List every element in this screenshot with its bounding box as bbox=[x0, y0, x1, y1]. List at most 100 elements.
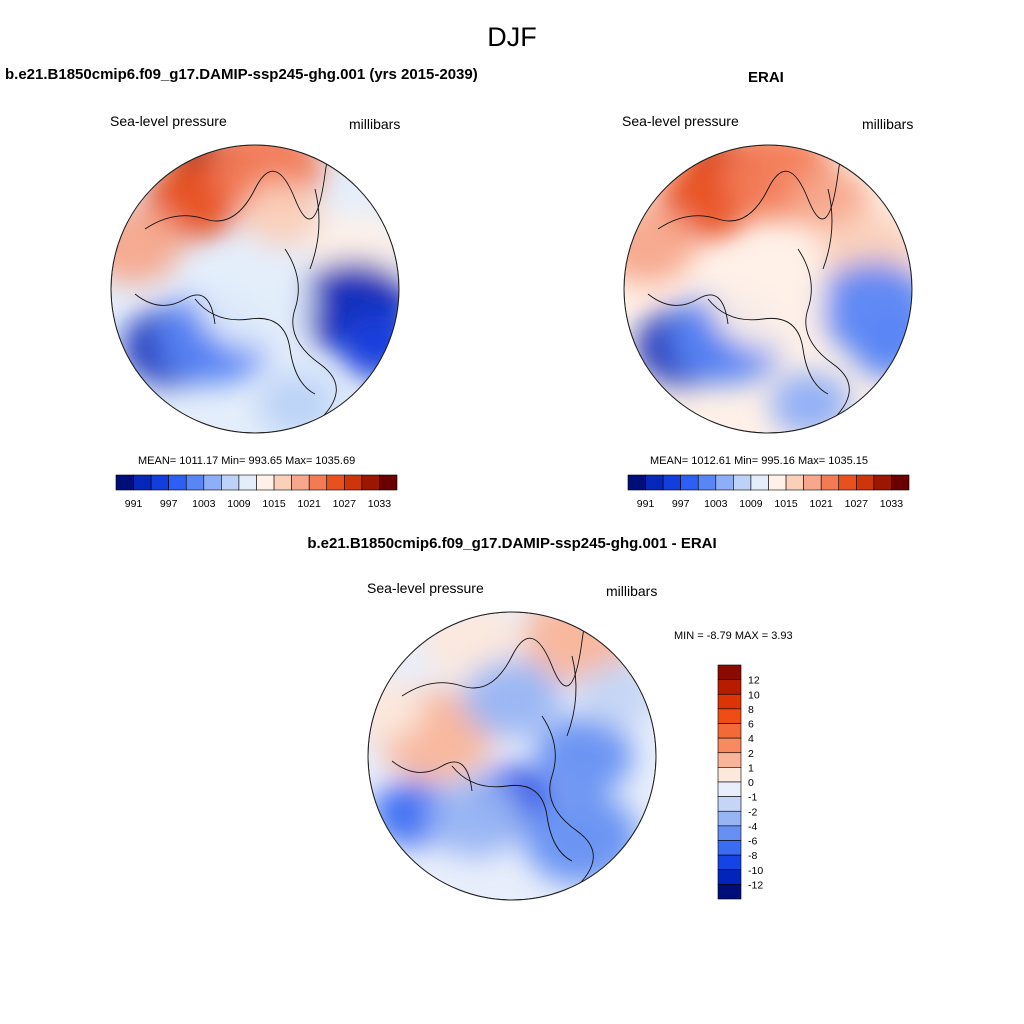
coastline bbox=[391, 612, 618, 892]
colorbar-tick-label: 8 bbox=[748, 704, 754, 716]
colorbar-tick-label: -10 bbox=[748, 865, 763, 877]
colorbar-tick-label: 1003 bbox=[192, 498, 216, 510]
panel2-polar-map bbox=[624, 145, 912, 433]
colorbar-tick-label: 1027 bbox=[333, 498, 357, 510]
colorbar-swatch bbox=[715, 474, 734, 491]
field-blob bbox=[111, 205, 183, 284]
colorbar-swatch bbox=[717, 693, 742, 710]
colorbar-swatch bbox=[168, 474, 187, 491]
colorbar-tick-label: 991 bbox=[125, 498, 143, 510]
colorbar-tick-label: -6 bbox=[748, 836, 757, 848]
panel2-units-label: millibars bbox=[862, 116, 914, 132]
colorbar-swatch bbox=[717, 796, 742, 812]
panel1-map-border bbox=[110, 144, 400, 434]
field-blob bbox=[368, 676, 424, 742]
colorbar-swatch bbox=[238, 474, 257, 491]
field-blob bbox=[624, 205, 696, 284]
colorbar-swatch bbox=[717, 664, 742, 680]
field-blob bbox=[427, 779, 525, 858]
panel1-polar-map bbox=[111, 145, 399, 433]
panel3-map-border bbox=[367, 611, 657, 901]
panel2-stats: MEAN= 1012.61 Min= 995.16 Max= 1035.15 bbox=[650, 455, 869, 467]
panel2-variable-label: Sea-level pressure bbox=[622, 113, 739, 129]
panel3-units-label: millibars bbox=[606, 583, 658, 599]
field-blob bbox=[463, 659, 561, 738]
colorbar-swatch bbox=[820, 474, 840, 491]
colorbar-tick-label: 6 bbox=[748, 719, 754, 731]
colorbar-swatch bbox=[221, 474, 240, 491]
colorbar-tick-label: -12 bbox=[748, 879, 763, 891]
figure-title: DJF bbox=[487, 22, 537, 52]
panel3-variable-label: Sea-level pressure bbox=[367, 580, 484, 596]
colorbar-tick-label: -4 bbox=[748, 821, 757, 833]
panel1-title: b.e21.B1850cmip6.f09_g17.DAMIP-ssp245-gh… bbox=[5, 66, 478, 83]
colorbar-swatch bbox=[379, 474, 398, 491]
colorbar-swatch bbox=[803, 474, 822, 491]
colorbar-swatch bbox=[733, 474, 752, 491]
colorbar-swatch bbox=[717, 781, 742, 797]
field-contours bbox=[624, 145, 912, 433]
colorbar-swatch bbox=[717, 869, 742, 885]
field-blob bbox=[338, 314, 399, 380]
colorbar-swatch bbox=[717, 810, 742, 827]
colorbar-swatch bbox=[645, 474, 664, 491]
colorbar-tick-label: -1 bbox=[748, 792, 757, 804]
colorbar-swatch bbox=[717, 737, 742, 754]
field-blob bbox=[577, 662, 656, 728]
colorbar-swatch bbox=[150, 474, 169, 491]
colorbar-swatch bbox=[697, 474, 717, 491]
colorbar-swatch bbox=[627, 474, 646, 491]
colorbar-swatch bbox=[273, 474, 292, 491]
colorbar-tick-label: 1033 bbox=[368, 498, 392, 510]
colorbar-tick-label: 991 bbox=[637, 498, 655, 510]
colorbar-swatch bbox=[717, 679, 742, 695]
panel1-stats: MEAN= 1011.17 Min= 993.65 Max= 1035.69 bbox=[138, 455, 356, 467]
colorbar-swatch bbox=[344, 474, 363, 491]
colorbar-swatch bbox=[873, 474, 892, 491]
colorbar-tick-label: 1021 bbox=[298, 498, 322, 510]
colorbar-tick-label: 2 bbox=[748, 748, 754, 760]
colorbar-tick-label: 1027 bbox=[845, 498, 869, 510]
colorbar-swatch bbox=[838, 474, 857, 491]
field-blob bbox=[241, 182, 323, 247]
colorbar-swatch bbox=[326, 474, 345, 491]
colorbar-swatch bbox=[717, 723, 742, 739]
field-blob bbox=[197, 257, 313, 350]
colorbar-swatch bbox=[115, 474, 134, 491]
field-blob bbox=[535, 716, 633, 796]
colorbar-swatch bbox=[291, 474, 310, 491]
colorbar-swatch bbox=[717, 884, 742, 900]
colorbar-tick-label: 12 bbox=[748, 675, 760, 687]
colorbar-tick-label: 1015 bbox=[774, 498, 798, 510]
panel3-stats: MIN = -8.79 MAX = 3.93 bbox=[674, 630, 793, 642]
colorbar-tick-label: 1015 bbox=[262, 498, 286, 510]
panel1-units-label: millibars bbox=[349, 116, 401, 132]
colorbar-swatch bbox=[361, 474, 380, 491]
panel3-title: b.e21.B1850cmip6.f09_g17.DAMIP-ssp245-gh… bbox=[307, 535, 717, 552]
colorbar-swatch bbox=[768, 474, 787, 491]
colorbar-swatch bbox=[717, 708, 742, 724]
colorbar-swatch bbox=[785, 474, 804, 491]
colorbar-tick-label: -2 bbox=[748, 806, 757, 818]
colorbar-swatch bbox=[308, 474, 328, 491]
colorbar-tick-label: 1009 bbox=[739, 498, 763, 510]
colorbar-tick-label: 10 bbox=[748, 689, 760, 701]
colorbar-swatch bbox=[717, 854, 742, 871]
colorbar-swatch bbox=[717, 767, 742, 783]
colorbar-tick-label: -8 bbox=[748, 850, 757, 862]
colorbar-tick-label: 1009 bbox=[227, 498, 251, 510]
colorbar-swatch bbox=[750, 474, 769, 491]
colorbar-swatch bbox=[133, 474, 152, 491]
panel2-map-border bbox=[623, 144, 913, 434]
colorbar-tick-label: 1033 bbox=[880, 498, 904, 510]
panel1-colorbar: 991 997 1003 1009 1015 1021 1027 1033 bbox=[115, 474, 398, 510]
colorbar-tick-label: 0 bbox=[748, 777, 754, 789]
colorbar-swatch bbox=[717, 752, 742, 768]
colorbar-swatch bbox=[662, 474, 681, 491]
colorbar-swatch bbox=[717, 840, 742, 856]
panel2-colorbar: 991 997 1003 1009 1015 1021 1027 1033 bbox=[627, 474, 910, 510]
panel1-variable-label: Sea-level pressure bbox=[110, 113, 227, 129]
field-blob bbox=[523, 792, 640, 885]
colorbar-tick-label: 997 bbox=[672, 498, 690, 510]
